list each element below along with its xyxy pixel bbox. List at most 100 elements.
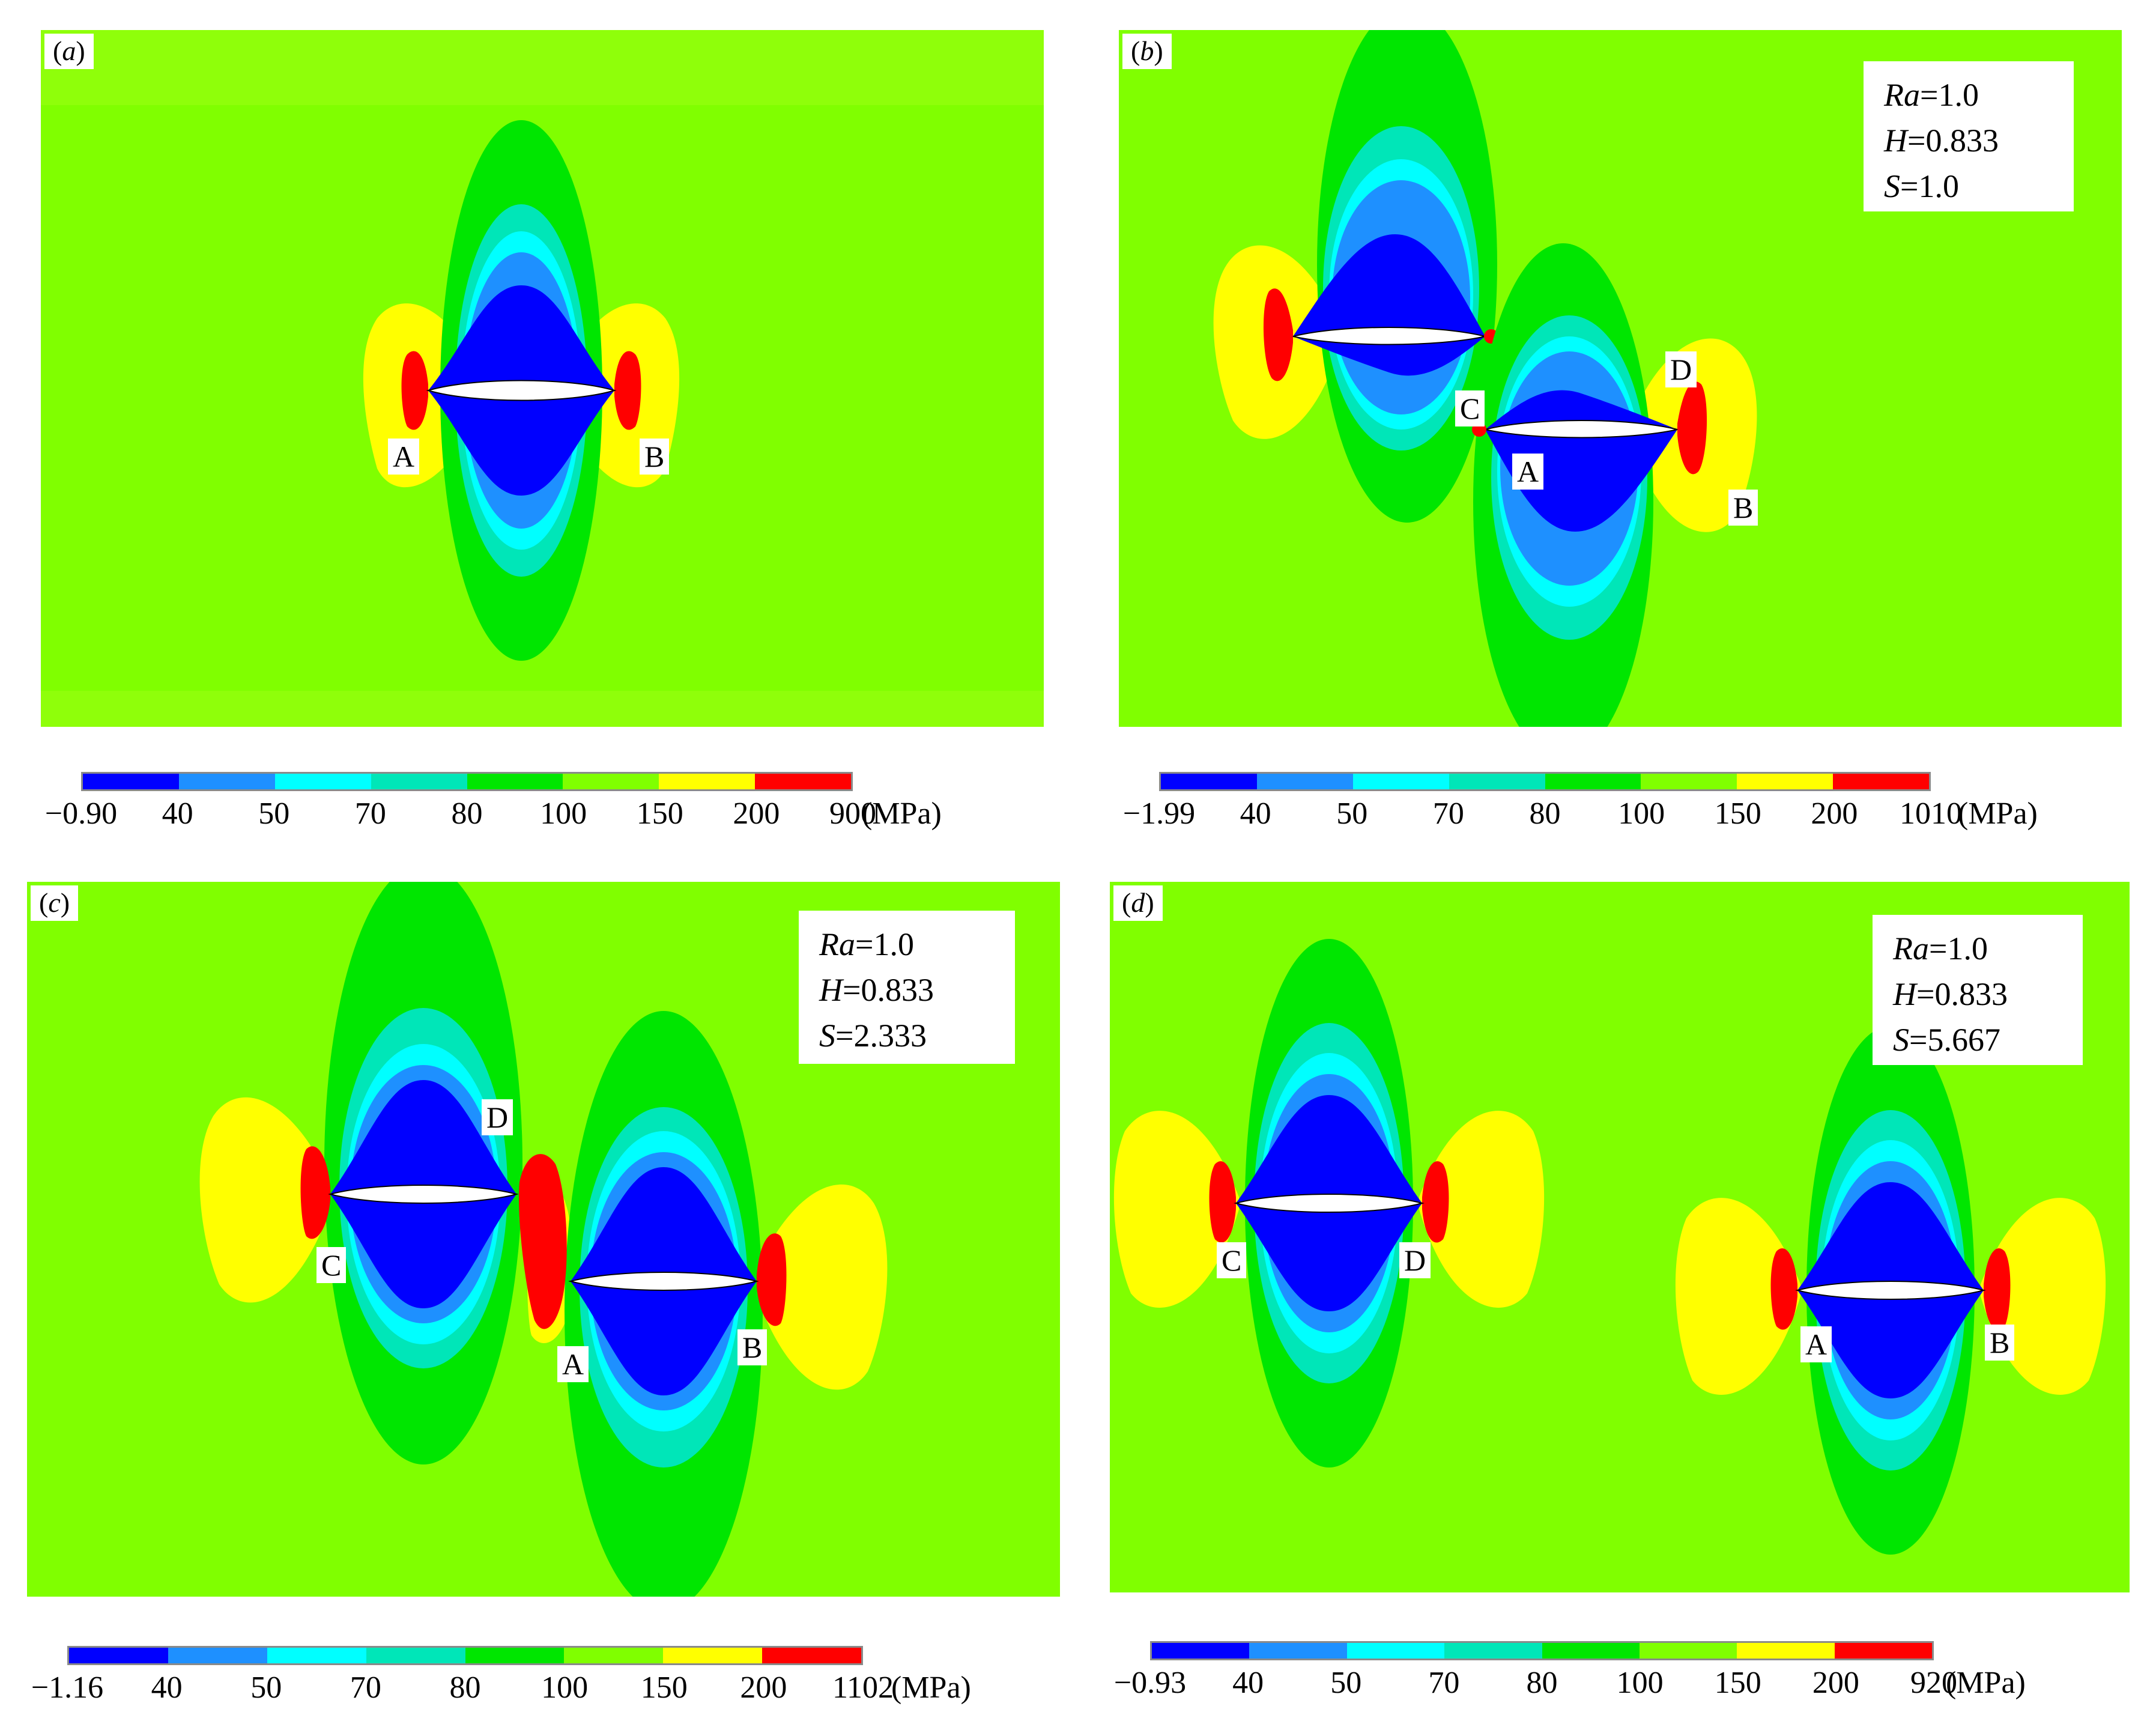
point-label-a-B: B <box>640 439 670 475</box>
colorbar-ticks: −0.90 40 50 70 80 100 150 200 900 <box>45 796 876 838</box>
crack-tip-red-left <box>300 1146 330 1239</box>
contour-yellow-left <box>1675 1198 1800 1395</box>
colorbar-tick-label: 1010 <box>1900 797 1962 831</box>
colorbar-tick-label: 40 <box>151 1671 183 1705</box>
crack-tip-contours-right <box>1675 1026 2106 1555</box>
colorbar-tick-label: 50 <box>250 1671 282 1705</box>
point-label-b-C: C <box>1455 390 1485 426</box>
point-label-d-C: C <box>1217 1242 1247 1278</box>
colorbar-tick-label: 40 <box>1232 1666 1264 1700</box>
colorbar-a: −0.90 40 50 70 80 100 150 200 900 (MPa) <box>45 772 942 841</box>
colorbar-tick-label: 100 <box>1616 1666 1664 1700</box>
param-ra: Ra=1.0 <box>819 926 914 962</box>
colorbar-segment-4 <box>1545 774 1641 789</box>
colorbar-segment-4 <box>465 1648 565 1663</box>
panel-c: (c) Ra=1.0 H=0.833 S=2.333 A B C D <box>27 882 1060 1597</box>
crack-tip-red-right <box>614 351 641 430</box>
airfoil-crack <box>1234 1194 1425 1213</box>
colorbar-segment-2 <box>1346 1643 1445 1659</box>
contour-yellow-left <box>1113 1111 1239 1308</box>
colorbar-tick-label: 900 <box>829 797 876 831</box>
param-h: H=0.833 <box>819 972 934 1008</box>
colorbar-tick-label: 1102 <box>832 1671 894 1705</box>
colorbar-tick-label: 150 <box>636 797 683 831</box>
airfoil-crack <box>426 380 617 401</box>
point-label-b-A: A <box>1512 454 1544 490</box>
colorbar-segment-6 <box>1737 774 1834 789</box>
colorbar-ticks: −1.99 40 50 70 80 100 150 200 1010 <box>1123 796 1962 838</box>
crack-tip-contours-upper <box>1213 30 1498 523</box>
colorbar-tick-label: 80 <box>449 1671 481 1705</box>
crack-tip-contours <box>363 120 680 661</box>
colorbar-tick-label: 150 <box>1714 1666 1761 1700</box>
param-h: H=0.833 <box>1893 976 2008 1012</box>
colorbar-tick-label: 80 <box>1529 797 1561 831</box>
panel-tag-c: (c) <box>31 885 79 921</box>
colorbar-b: −1.99 40 50 70 80 100 150 200 1010 (MPa) <box>1123 772 2038 841</box>
param-s: S=2.333 <box>819 1018 927 1054</box>
colorbar-swatches <box>81 772 853 791</box>
colorbar-segment-0 <box>69 1648 168 1663</box>
stress-field-c <box>27 882 1060 1597</box>
point-label-c-B: B <box>737 1329 768 1365</box>
point-label-d-D: D <box>1399 1242 1431 1278</box>
param-h: H=0.833 <box>1884 123 1999 159</box>
contour-yellow-left <box>199 1097 333 1303</box>
colorbar-segment-3 <box>366 1648 465 1663</box>
colorbar-tick-label: 40 <box>162 797 193 831</box>
colorbar-segment-7 <box>762 1648 861 1663</box>
colorbar-segment-5 <box>1639 1643 1737 1659</box>
colorbar-tick-label: 200 <box>740 1671 787 1705</box>
crack-tip-red-middle <box>519 1154 567 1329</box>
contour-yellow-right <box>754 1184 888 1390</box>
colorbar-tick-label: 40 <box>1240 797 1271 831</box>
colorbar-tick-label: 200 <box>733 797 780 831</box>
crack-tip-contours-lower <box>1472 243 1757 727</box>
colorbar-segment-1 <box>168 1648 267 1663</box>
airfoil-crack <box>1485 420 1678 439</box>
colorbar-tick-label: 50 <box>1330 1666 1362 1700</box>
colorbar-segment-0 <box>1152 1643 1250 1659</box>
colorbar-swatches <box>1150 1641 1934 1660</box>
colorbar-tick-label: 100 <box>540 797 587 831</box>
colorbar-segment-1 <box>178 774 275 789</box>
crack-tip-red-right <box>1984 1248 2011 1330</box>
colorbar-tick-label: 70 <box>354 797 386 831</box>
colorbar-tick-label: −1.99 <box>1122 797 1196 831</box>
point-label-c-C: C <box>316 1247 347 1283</box>
colorbar-segment-6 <box>1737 1643 1835 1659</box>
point-label-b-D: D <box>1665 351 1697 387</box>
param-s: S=1.0 <box>1884 168 1959 204</box>
colorbar-segment-2 <box>267 1648 366 1663</box>
panel-a: (a) A B <box>41 30 1044 727</box>
colorbar-segment-3 <box>1444 1643 1542 1659</box>
colorbar-segment-2 <box>1352 774 1449 789</box>
crack-tip-red-right <box>757 1233 787 1326</box>
panel-b: (b) Ra=1.0 H=0.833 S=1.0 A B C D <box>1119 30 2122 727</box>
params-box-b: Ra=1.0 H=0.833 S=1.0 <box>1864 61 2074 211</box>
crack-tip-contours-right <box>527 1011 888 1597</box>
colorbar-tick-label: −0.93 <box>1113 1666 1187 1700</box>
airfoil-crack <box>328 1185 519 1204</box>
colorbar-unit: (MPa) <box>1946 1666 2026 1700</box>
colorbar-ticks: −0.93 40 50 70 80 100 150 200 920 <box>1114 1665 1957 1707</box>
colorbar-segment-1 <box>1256 774 1353 789</box>
crack-tip-red-right <box>1677 381 1707 475</box>
airfoil-crack <box>1795 1281 1986 1300</box>
colorbar-tick-label: 50 <box>1336 797 1368 831</box>
colorbar-tick-label: 80 <box>451 797 483 831</box>
colorbar-tick-label: 200 <box>1812 1666 1859 1700</box>
colorbar-segment-6 <box>663 1648 763 1663</box>
stress-field-a <box>41 30 1044 727</box>
colorbar-unit: (MPa) <box>862 797 942 831</box>
colorbar-tick-label: −1.16 <box>31 1671 104 1705</box>
colorbar-ticks: −1.16 40 50 70 80 100 150 200 1102 <box>31 1670 894 1712</box>
colorbar-segment-4 <box>1542 1643 1640 1659</box>
colorbar-swatches <box>1159 772 1931 791</box>
crack-tip-red-left <box>1209 1161 1236 1243</box>
colorbar-unit: (MPa) <box>1958 797 2038 831</box>
panel-tag-a: (a) <box>44 34 94 69</box>
airfoil-crack <box>568 1272 759 1291</box>
colorbar-unit: (MPa) <box>891 1671 971 1705</box>
colorbar-tick-label: −0.90 <box>44 797 118 831</box>
